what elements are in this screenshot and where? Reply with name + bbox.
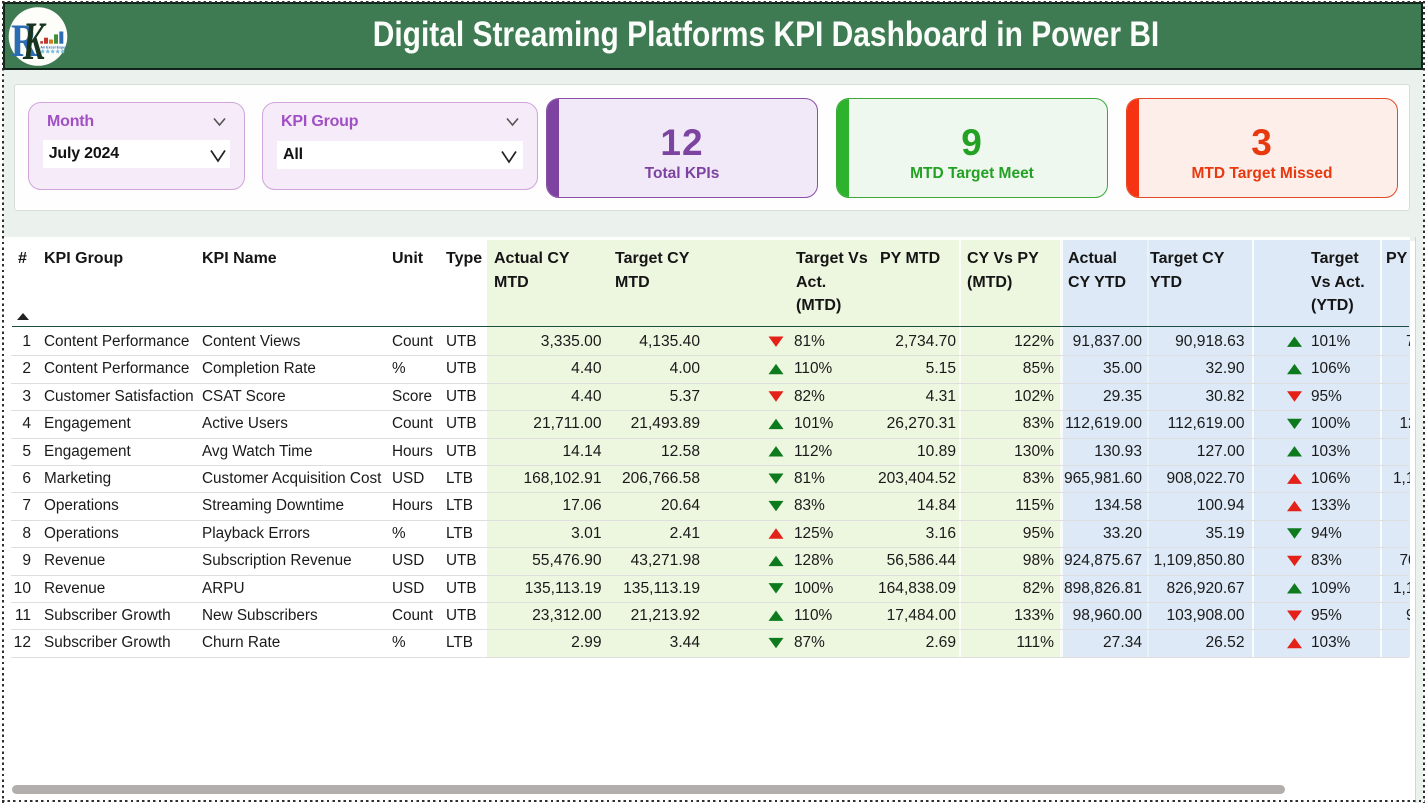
svg-text:R: R [11, 16, 38, 66]
svg-text:K: K [22, 10, 47, 66]
svg-text:An Excel Expert: An Excel Expert [40, 45, 68, 49]
